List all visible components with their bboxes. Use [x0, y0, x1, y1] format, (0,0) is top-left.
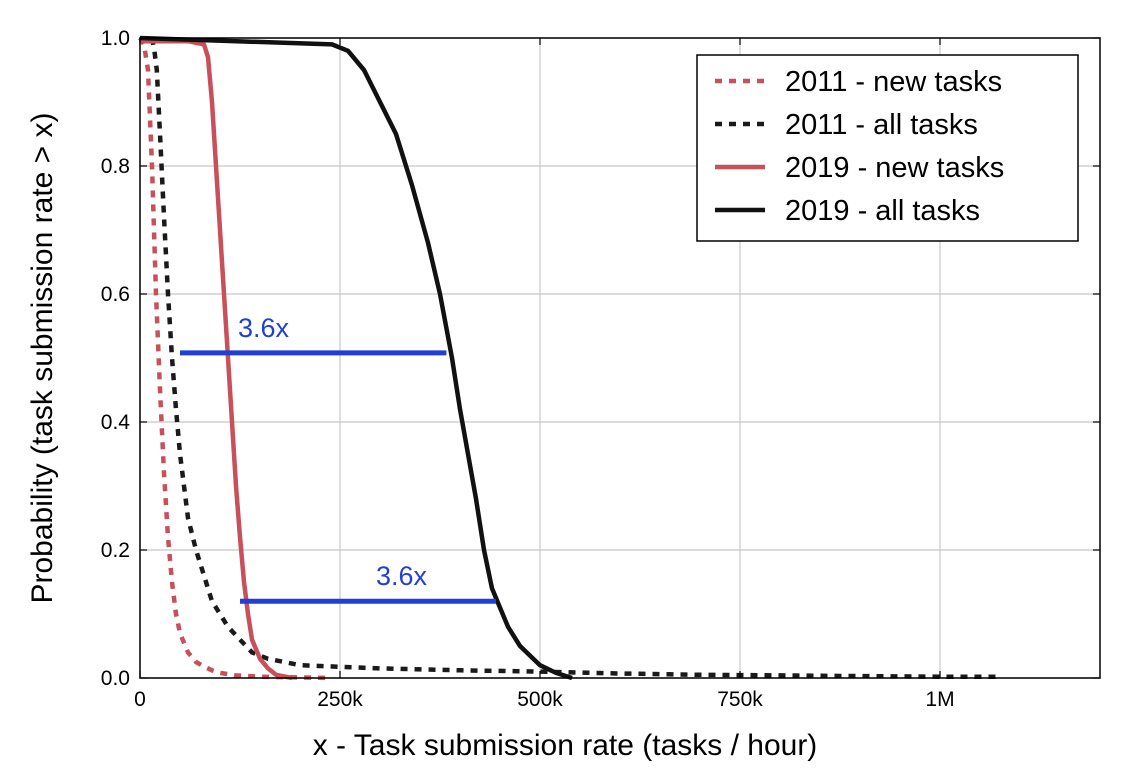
- y-tick-label: 1.0: [101, 27, 130, 50]
- x-tick-label: 500k: [517, 688, 563, 711]
- x-tick-label: 0: [134, 688, 146, 711]
- annotation-label-1: 3.6x: [238, 313, 290, 343]
- y-axis-title: Probability (task submission rate > x): [26, 112, 59, 603]
- series-line-3: [140, 38, 293, 681]
- legend-label-4: 2019 - all tasks: [785, 195, 980, 227]
- plot-frame: [139, 37, 1101, 679]
- x-tick-label: 1M: [925, 688, 954, 711]
- tick-marks: [139, 37, 1100, 679]
- y-tick-label: 0.0: [101, 667, 130, 690]
- y-tick-label: 0.2: [101, 539, 130, 562]
- y-tick-label: 0.6: [101, 283, 130, 306]
- annotation-label-2: 3.6x: [376, 561, 428, 591]
- legend-label-1: 2011 - new tasks: [785, 66, 1002, 98]
- legend-label-2: 2011 - all tasks: [785, 109, 978, 141]
- y-tick-label: 0.8: [101, 155, 130, 178]
- legend: 2011 - new tasks 2011 - all tasks 2019 - n…: [696, 54, 1079, 242]
- x-tick-label: 750k: [717, 688, 763, 711]
- annotation-layer: 3.6x 3.6x: [180, 313, 496, 604]
- series-layer: [138, 35, 996, 681]
- x-tick-label: 250k: [317, 688, 363, 711]
- x-axis-title: x - Task submission rate (tasks / hour): [313, 729, 818, 762]
- tick-labels: 0 250k 500k 750k 1M 0.0 0.2 0.4 0.6 0.8 1.0: [101, 27, 955, 711]
- series-line-1: [138, 36, 333, 681]
- legend-label-3: 2019 - new tasks: [785, 152, 1004, 184]
- y-tick-label: 0.4: [101, 411, 131, 434]
- series-line-4: [139, 35, 573, 681]
